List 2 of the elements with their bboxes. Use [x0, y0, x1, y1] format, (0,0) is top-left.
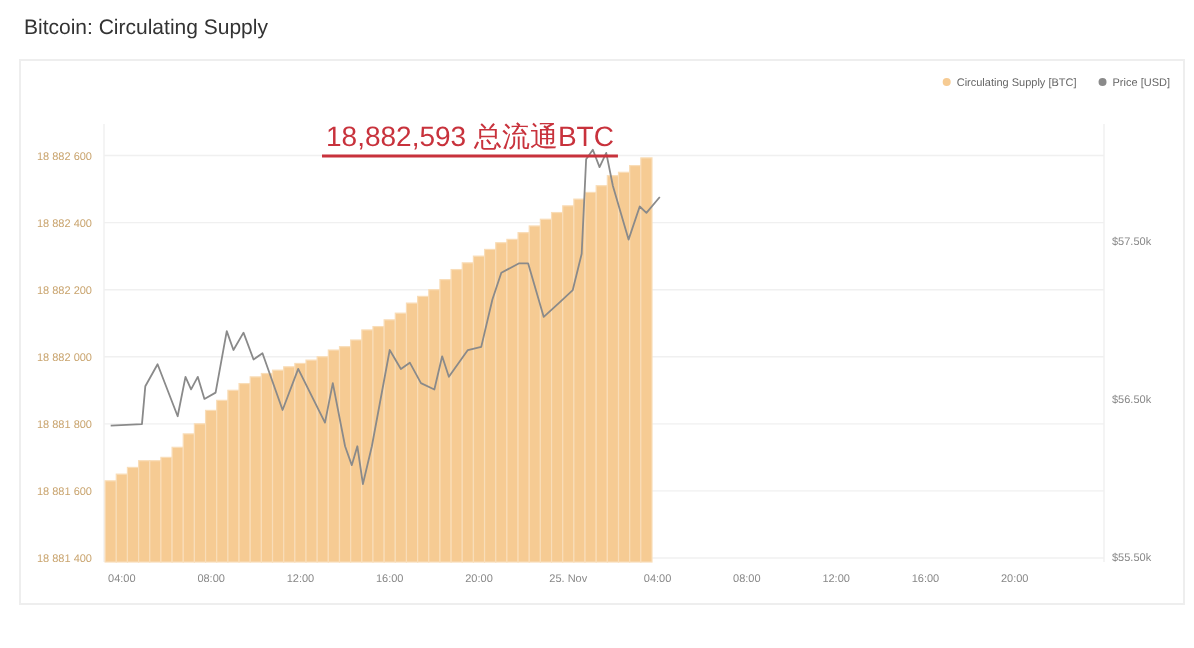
annotation: 18,882,593 总流通BTC [326, 120, 614, 152]
title: Bitcoin: Circulating Supply [24, 16, 268, 40]
